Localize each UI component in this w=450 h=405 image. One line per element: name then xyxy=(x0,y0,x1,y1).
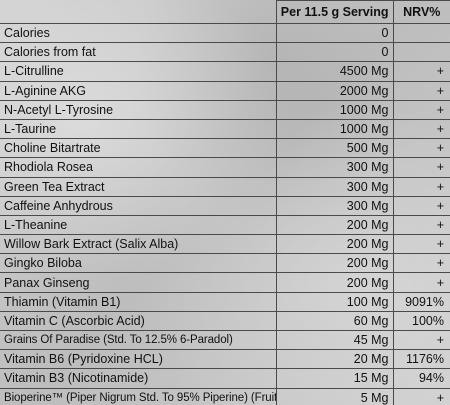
ingredient-amount: 100 Mg xyxy=(275,291,394,312)
serving-column-header: Per 11.5 g Serving xyxy=(275,0,394,24)
table-row: Thiamin (Vitamin B1) 100 Mg 9091% xyxy=(0,291,450,312)
table-row: N-Acetyl L-Tyrosine 1000 Mg + xyxy=(0,99,450,120)
ingredient-name: Grains Of Paradise (Std. To 12.5% 6-Para… xyxy=(0,329,277,351)
ingredient-nrv xyxy=(392,22,450,44)
ingredient-column-header xyxy=(0,0,277,24)
ingredient-name: L-Theanine xyxy=(0,214,277,236)
table-row: Vitamin B3 (Nicotinamide) 15 Mg 94% xyxy=(0,368,450,389)
ingredient-amount: 2000 Mg xyxy=(275,80,394,101)
ingredient-amount: 200 Mg xyxy=(275,272,394,293)
ingredient-nrv: + xyxy=(392,99,450,120)
ingredient-nrv: + xyxy=(392,253,450,274)
ingredient-nrv: + xyxy=(392,80,450,101)
ingredient-name: Vitamin B3 (Nicotinamide) xyxy=(0,368,277,389)
ingredient-amount: 20 Mg xyxy=(275,349,394,370)
ingredient-nrv: + xyxy=(392,329,450,351)
ingredient-name: L-Citrulline xyxy=(0,61,277,82)
ingredient-name: L-Taurine xyxy=(0,118,277,140)
ingredient-amount: 0 xyxy=(275,22,394,44)
table-row: L-Aginine AKG 2000 Mg + xyxy=(0,80,450,101)
ingredient-name: Caffeine Anhydrous xyxy=(0,195,277,216)
ingredient-name: Gingko Biloba xyxy=(0,253,277,274)
ingredient-name: Choline Bitartrate xyxy=(0,138,277,159)
ingredient-amount: 1000 Mg xyxy=(275,118,394,140)
ingredient-name: Vitamin B6 (Pyridoxine HCL) xyxy=(0,349,277,370)
ingredient-name: Calories xyxy=(0,22,277,44)
table-row: Bioperine™ (Piper Nigrum Std. To 95% Pip… xyxy=(0,387,450,405)
table-row: Vitamin B6 (Pyridoxine HCL) 20 Mg 1176% xyxy=(0,349,450,370)
ingredient-amount: 300 Mg xyxy=(275,176,394,197)
ingredient-amount: 5 Mg xyxy=(275,387,394,405)
ingredient-name: Willow Bark Extract (Salix Alba) xyxy=(0,234,277,255)
ingredient-nrv: 1176% xyxy=(392,349,450,370)
table-row: Choline Bitartrate 500 Mg + xyxy=(0,138,450,159)
ingredient-name: Panax Ginseng xyxy=(0,272,277,293)
ingredient-nrv: 94% xyxy=(392,368,450,389)
ingredient-name: N-Acetyl L-Tyrosine xyxy=(0,99,277,120)
ingredient-amount: 15 Mg xyxy=(275,368,394,389)
ingredient-amount: 60 Mg xyxy=(275,310,394,332)
ingredient-amount: 500 Mg xyxy=(275,138,394,159)
table-row: Panax Ginseng 200 Mg + xyxy=(0,272,450,293)
table-header-row: Per 11.5 g Serving NRV% xyxy=(0,0,450,24)
ingredient-nrv: + xyxy=(392,195,450,216)
facts-table-body: Calories 0 Calories from fat 0 L-Citrulline 4… xyxy=(0,22,450,405)
table-row: L-Theanine 200 Mg + xyxy=(0,214,450,236)
ingredient-amount: 300 Mg xyxy=(275,195,394,216)
ingredient-name: Vitamin C (Ascorbic Acid) xyxy=(0,310,277,332)
table-row: Gingko Biloba 200 Mg + xyxy=(0,253,450,274)
table-row: Grains Of Paradise (Std. To 12.5% 6-Para… xyxy=(0,329,450,351)
ingredient-nrv: + xyxy=(392,118,450,140)
ingredient-name: Green Tea Extract xyxy=(0,176,277,197)
ingredient-name: Thiamin (Vitamin B1) xyxy=(0,291,277,312)
ingredient-amount: 200 Mg xyxy=(275,234,394,255)
ingredient-amount: 1000 Mg xyxy=(275,99,394,120)
table-row: Willow Bark Extract (Salix Alba) 200 Mg + xyxy=(0,234,450,255)
ingredient-amount: 0 xyxy=(275,42,394,63)
table-row: Green Tea Extract 300 Mg + xyxy=(0,176,450,197)
ingredient-amount: 4500 Mg xyxy=(275,61,394,82)
table-row: L-Citrulline 4500 Mg + xyxy=(0,61,450,82)
ingredient-nrv: + xyxy=(392,157,450,178)
table-row: Vitamin C (Ascorbic Acid) 60 Mg 100% xyxy=(0,310,450,332)
ingredient-nrv xyxy=(392,42,450,63)
ingredient-nrv: + xyxy=(392,234,450,255)
ingredient-nrv: 9091% xyxy=(392,291,450,312)
ingredient-amount: 45 Mg xyxy=(275,329,394,351)
table-row: Rhodiola Rosea 300 Mg + xyxy=(0,157,450,178)
ingredient-amount: 200 Mg xyxy=(275,214,394,236)
ingredient-nrv: + xyxy=(392,214,450,236)
table-row: Calories 0 xyxy=(0,22,450,44)
table-row: Calories from fat 0 xyxy=(0,42,450,63)
ingredient-nrv: + xyxy=(392,272,450,293)
ingredient-amount: 200 Mg xyxy=(275,253,394,274)
table-row: L-Taurine 1000 Mg + xyxy=(0,118,450,140)
ingredient-name: Bioperine™ (Piper Nigrum Std. To 95% Pip… xyxy=(0,387,277,405)
table-row: Caffeine Anhydrous 300 Mg + xyxy=(0,195,450,216)
ingredient-nrv: + xyxy=(392,138,450,159)
ingredient-nrv: + xyxy=(392,387,450,405)
ingredient-amount: 300 Mg xyxy=(275,157,394,178)
ingredient-name: L-Aginine AKG xyxy=(0,80,277,101)
ingredient-name: Rhodiola Rosea xyxy=(0,157,277,178)
ingredient-nrv: + xyxy=(392,61,450,82)
ingredient-name: Calories from fat xyxy=(0,42,277,63)
ingredient-nrv: + xyxy=(392,176,450,197)
nrv-column-header: NRV% xyxy=(392,0,450,24)
ingredient-nrv: 100% xyxy=(392,310,450,332)
